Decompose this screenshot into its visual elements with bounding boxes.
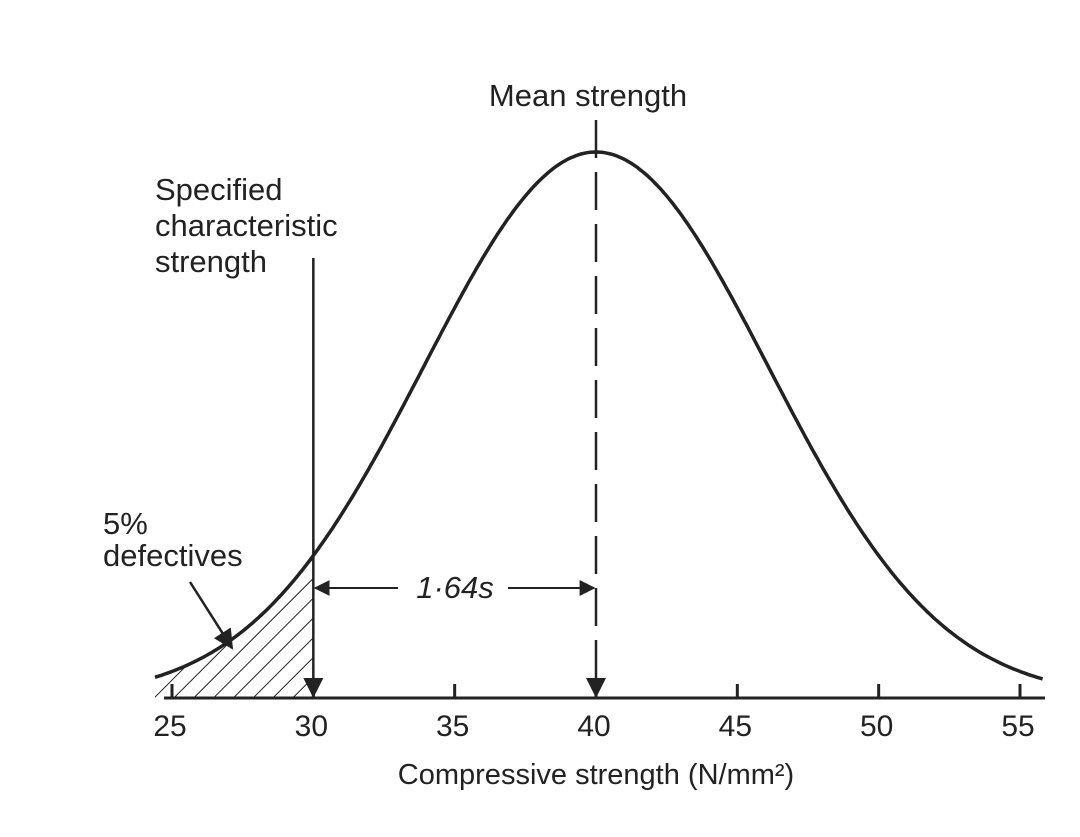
defectives-pointer-arrow xyxy=(188,581,234,650)
characteristic-label-line2: characteristic xyxy=(155,208,338,243)
x-tick-label-35: 35 xyxy=(436,710,469,743)
x-axis-ticks: 25 30 35 40 45 50 55 xyxy=(153,684,1035,743)
defectives-label-line2: defectives xyxy=(103,538,243,573)
mean-strength-label: Mean strength xyxy=(489,78,687,113)
x-tick-label-55: 55 xyxy=(1001,710,1034,743)
x-tick-label-50: 50 xyxy=(860,710,893,743)
plot-area: 25 30 35 40 45 50 55 xyxy=(153,120,1045,743)
x-axis-title: Compressive strength (N/mm²) xyxy=(398,759,794,791)
defectives-shaded-area xyxy=(155,555,314,698)
x-tick-label-40: 40 xyxy=(577,710,610,743)
characteristic-label-line1: Specified xyxy=(155,172,283,207)
defectives-label-line1: 5% xyxy=(103,506,148,541)
distribution-curve xyxy=(154,150,1044,681)
offset-label: 1·64s xyxy=(416,570,494,605)
x-tick-label-45: 45 xyxy=(719,710,752,743)
characteristic-label-line3: strength xyxy=(155,244,267,279)
x-tick-label-25: 25 xyxy=(153,710,186,743)
x-tick-label-30: 30 xyxy=(295,710,328,743)
